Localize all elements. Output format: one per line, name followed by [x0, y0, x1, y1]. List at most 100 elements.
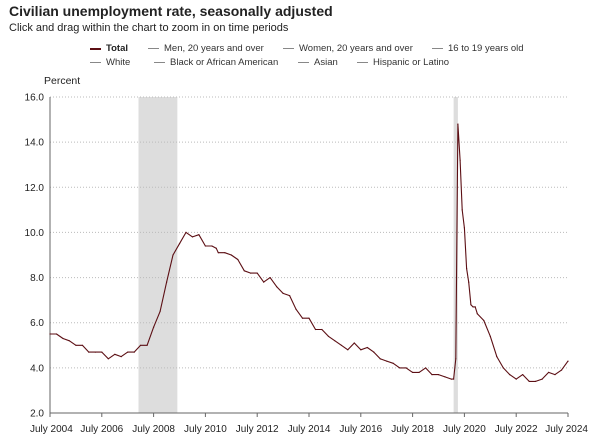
data-point — [269, 277, 271, 279]
data-point — [133, 351, 135, 353]
data-point — [353, 342, 355, 344]
data-point — [468, 281, 470, 283]
data-point — [75, 344, 77, 346]
data-point — [62, 337, 64, 340]
data-point — [470, 304, 472, 306]
legend-swatch-icon — [90, 47, 101, 50]
data-point — [360, 349, 362, 351]
data-point — [450, 378, 452, 380]
data-point — [120, 356, 122, 358]
data-point — [217, 252, 219, 254]
data-point — [282, 292, 284, 294]
data-point — [101, 351, 103, 353]
data-point — [347, 349, 349, 351]
data-point — [476, 313, 478, 315]
y-tick-label: 14.0 — [25, 138, 45, 149]
data-point — [392, 362, 394, 364]
data-point — [461, 209, 463, 211]
legend-swatch-icon — [154, 62, 165, 63]
data-point — [114, 353, 116, 355]
data-point — [522, 374, 524, 376]
data-point — [237, 258, 239, 261]
chart-title: Civilian unemployment rate, seasonally a… — [9, 3, 333, 19]
y-tick-label: 10.0 — [25, 228, 45, 239]
data-point — [466, 267, 468, 270]
y-tick-label: 2.0 — [30, 409, 44, 420]
data-point — [263, 281, 265, 283]
data-point — [528, 380, 530, 382]
data-point — [373, 351, 375, 353]
data-point — [453, 378, 455, 380]
data-point — [425, 367, 427, 369]
data-point — [541, 378, 543, 380]
data-point — [314, 328, 317, 331]
data-point — [127, 351, 129, 353]
legend-item-hispanic[interactable]: Hispanic or Latino — [357, 57, 449, 68]
data-point — [172, 254, 174, 256]
x-tick-label: July 2020 — [443, 424, 486, 435]
legend-swatch-icon — [283, 48, 294, 49]
data-point — [185, 231, 187, 233]
data-point — [211, 245, 213, 247]
data-point — [399, 367, 401, 369]
data-point — [567, 360, 569, 362]
legend-item-asian[interactable]: Asian — [298, 57, 338, 68]
y-tick-label: 12.0 — [25, 183, 45, 194]
legend-label: 16 to 19 years old — [448, 43, 524, 54]
x-tick-label: July 2018 — [391, 424, 434, 435]
data-point — [230, 254, 232, 256]
data-point — [327, 335, 329, 337]
legend-item-black[interactable]: Black or African American — [154, 57, 278, 68]
x-tick-label: July 2006 — [80, 424, 123, 435]
data-point — [166, 281, 168, 283]
data-point — [515, 378, 517, 380]
series-layer — [49, 123, 569, 382]
data-point — [107, 358, 109, 360]
legend-label: White — [106, 57, 131, 68]
legend-swatch-icon — [90, 62, 101, 63]
y-tick-label: 6.0 — [30, 318, 44, 329]
data-point — [88, 351, 90, 353]
data-point — [295, 308, 297, 310]
data-point — [215, 247, 217, 249]
x-tick-label: July 2022 — [495, 424, 538, 435]
x-tick-label: July 2004 — [30, 424, 73, 435]
data-point — [340, 344, 342, 346]
recession-band — [138, 97, 178, 413]
legend-label: Hispanic or Latino — [373, 57, 450, 68]
y-axis-label: Percent — [44, 75, 81, 87]
data-point — [554, 374, 556, 376]
data-point — [366, 346, 368, 349]
legend-swatch-icon — [148, 48, 159, 49]
data-point — [308, 317, 310, 319]
x-tick-label: July 2008 — [132, 424, 175, 435]
data-point — [455, 358, 457, 360]
x-tick-label: July 2010 — [184, 424, 227, 435]
axes: 2.0 4.0 6.0 8.0 10.0 12.0 14.0 16.0 July 2004 Jul… — [25, 93, 589, 436]
recession-bands — [138, 97, 458, 413]
legend-item-white[interactable]: White — [90, 57, 130, 68]
data-point — [94, 351, 96, 353]
data-point — [431, 374, 433, 376]
data-point — [68, 340, 70, 342]
legend-item-16-19[interactable]: 16 to 19 years old — [432, 43, 524, 54]
data-point — [198, 234, 200, 236]
legend-item-women[interactable]: Women, 20 years and over — [283, 43, 413, 54]
x-tick-label: July 2012 — [236, 424, 279, 435]
legend-item-total[interactable]: Total — [90, 43, 128, 54]
data-point — [256, 272, 258, 274]
data-point — [153, 326, 155, 328]
legend-label: Black or African American — [170, 57, 279, 68]
data-point — [437, 374, 440, 376]
recession-band — [453, 97, 458, 413]
data-point — [502, 367, 504, 369]
data-point — [418, 371, 420, 373]
data-point — [301, 317, 304, 319]
data-point — [496, 356, 498, 358]
data-point — [276, 286, 278, 288]
legend-swatch-icon — [432, 48, 443, 49]
y-tick-label: 4.0 — [30, 363, 44, 374]
data-point — [444, 376, 446, 378]
legend-item-men[interactable]: Men, 20 years and over — [148, 43, 264, 54]
